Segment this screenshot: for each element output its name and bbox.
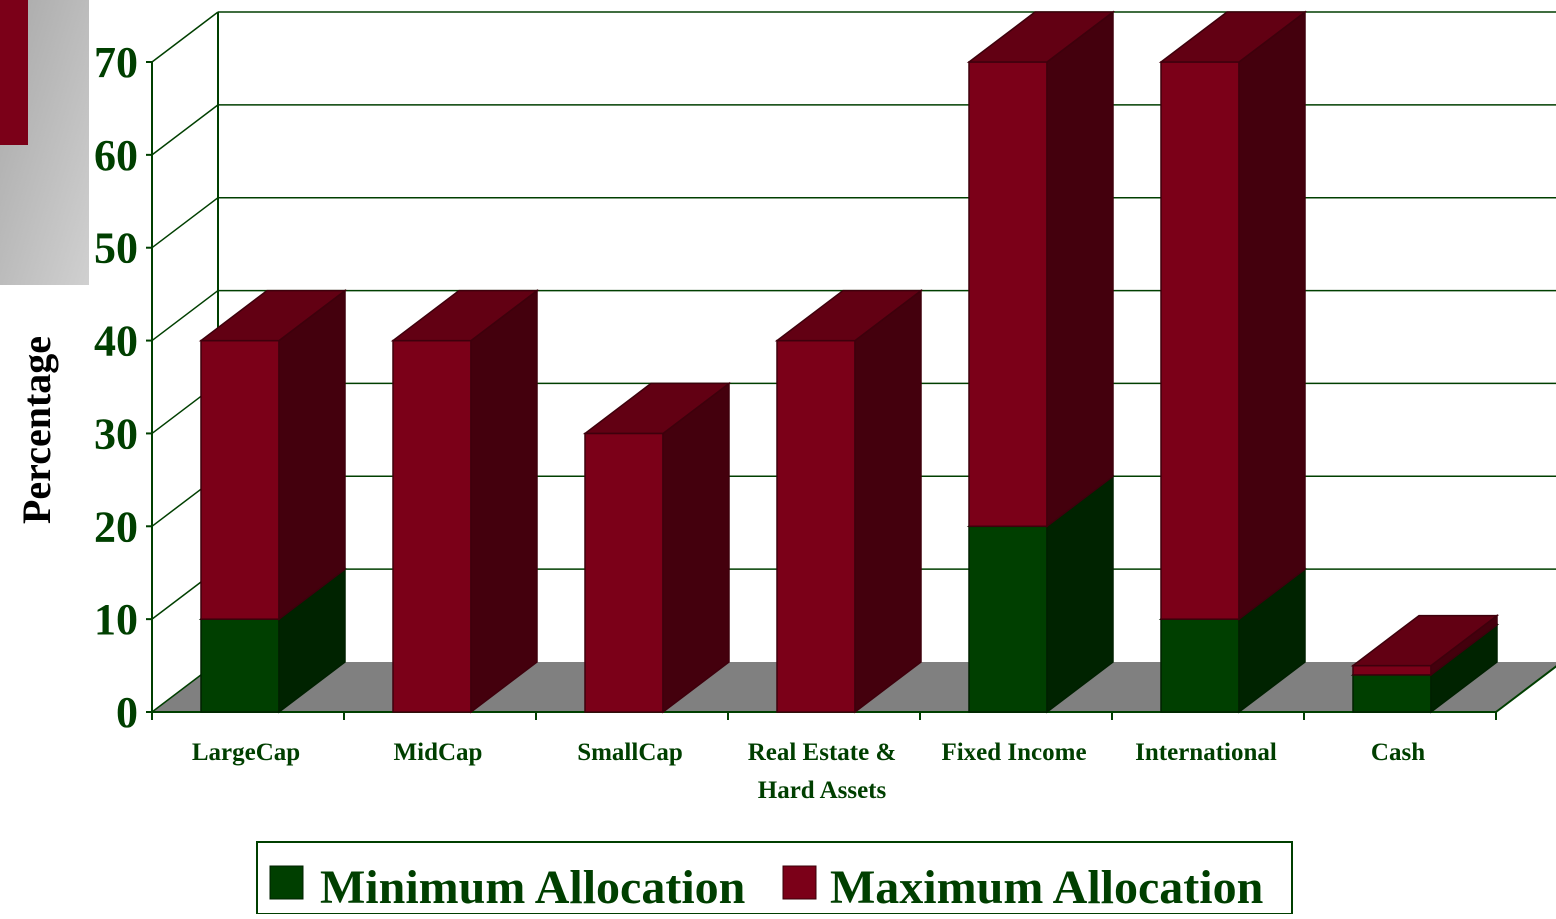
x-tick-label-line: International — [1135, 739, 1277, 766]
bar-maximum-top — [390, 289, 540, 342]
x-tick-labels: LargeCap MidCap SmallCap Real Estate & Hard … — [192, 739, 1425, 804]
legend-swatch-maximum — [782, 865, 817, 900]
bar-maximum-top — [774, 289, 924, 342]
floor-right-edge — [1495, 665, 1556, 713]
bar-maximum-top — [966, 11, 1116, 63]
side-wall-line — [151, 289, 219, 342]
x-tick-label-line: Real Estate & — [748, 739, 897, 766]
x-tick-label: Real Estate & Hard Assets — [748, 739, 897, 804]
bar-maximum-side — [854, 289, 922, 714]
x-tick-label: MidCap — [394, 739, 483, 766]
bar-minimum-front — [200, 618, 280, 713]
x-tick-label-line: Hard Assets — [758, 777, 887, 804]
bar-maximum-side — [662, 381, 730, 714]
bar-minimum-front — [1160, 618, 1240, 713]
y-tick-label: 50 — [94, 224, 138, 273]
bar-maximum-front — [776, 339, 856, 713]
bar-maximum — [1158, 10, 1308, 621]
y-tick-label: 30 — [94, 409, 138, 458]
x-tick-label-line: SmallCap — [577, 739, 683, 766]
bar-minimum-front — [1352, 674, 1432, 713]
bar-layer — [198, 10, 1500, 714]
bar-maximum-side — [470, 289, 538, 714]
side-wall-line — [151, 197, 219, 249]
bar-maximum-front — [392, 339, 472, 713]
bar-maximum-front — [200, 339, 280, 620]
bar-maximum-front — [1160, 61, 1240, 620]
y-tick-label: 0 — [116, 688, 138, 737]
x-tick-label: Fixed Income — [941, 739, 1086, 766]
legend-box — [256, 841, 1293, 915]
y-axis-label: Percentage — [14, 336, 59, 524]
y-tick-label: 70 — [94, 38, 138, 87]
bar-maximum-front — [1352, 664, 1432, 676]
x-tick-label: SmallCap — [577, 739, 683, 766]
bar-maximum-top — [1158, 11, 1308, 63]
bar-maximum-front — [584, 432, 664, 713]
y-tick-label: 40 — [94, 317, 138, 366]
bar-maximum — [1350, 614, 1500, 677]
bar-maximum — [198, 289, 348, 621]
x-tick-label-line: Cash — [1371, 739, 1425, 766]
x-tick-label: Cash — [1371, 739, 1425, 766]
bar-maximum-side — [278, 289, 346, 621]
side-wall-line — [151, 104, 219, 156]
legend: Minimum Allocation Maximum Allocation — [256, 841, 1293, 915]
decor-red-block — [0, 0, 28, 145]
legend-swatch-minimum — [269, 865, 304, 900]
bar-maximum — [774, 289, 924, 714]
x-tick-label: International — [1135, 739, 1277, 766]
side-wall-line — [151, 11, 219, 63]
y-tick-label: 60 — [94, 131, 138, 180]
bar-maximum — [966, 10, 1116, 528]
x-tick-label-line: LargeCap — [192, 739, 300, 766]
bar-minimum-front — [968, 525, 1048, 713]
x-tick-label-line: Fixed Income — [941, 739, 1086, 766]
legend-label-minimum: Minimum Allocation — [320, 861, 745, 914]
bar-maximum-top — [582, 382, 732, 435]
bar-maximum-top — [198, 289, 348, 342]
bar-maximum — [582, 381, 732, 714]
bar-maximum — [390, 289, 540, 714]
x-tick-label: LargeCap — [192, 739, 300, 766]
y-tick-label: 10 — [94, 595, 138, 644]
legend-label-maximum: Maximum Allocation — [830, 861, 1263, 914]
bar-maximum-top — [1350, 614, 1500, 667]
y-tick-label: 20 — [94, 502, 138, 551]
axis-layer: 0 10 20 30 40 50 60 70 — [94, 38, 1556, 737]
x-tick-label-line: MidCap — [394, 739, 483, 766]
bar-maximum-side — [1238, 10, 1306, 621]
bar-maximum-side — [1046, 10, 1114, 528]
bar-maximum-front — [968, 61, 1048, 528]
